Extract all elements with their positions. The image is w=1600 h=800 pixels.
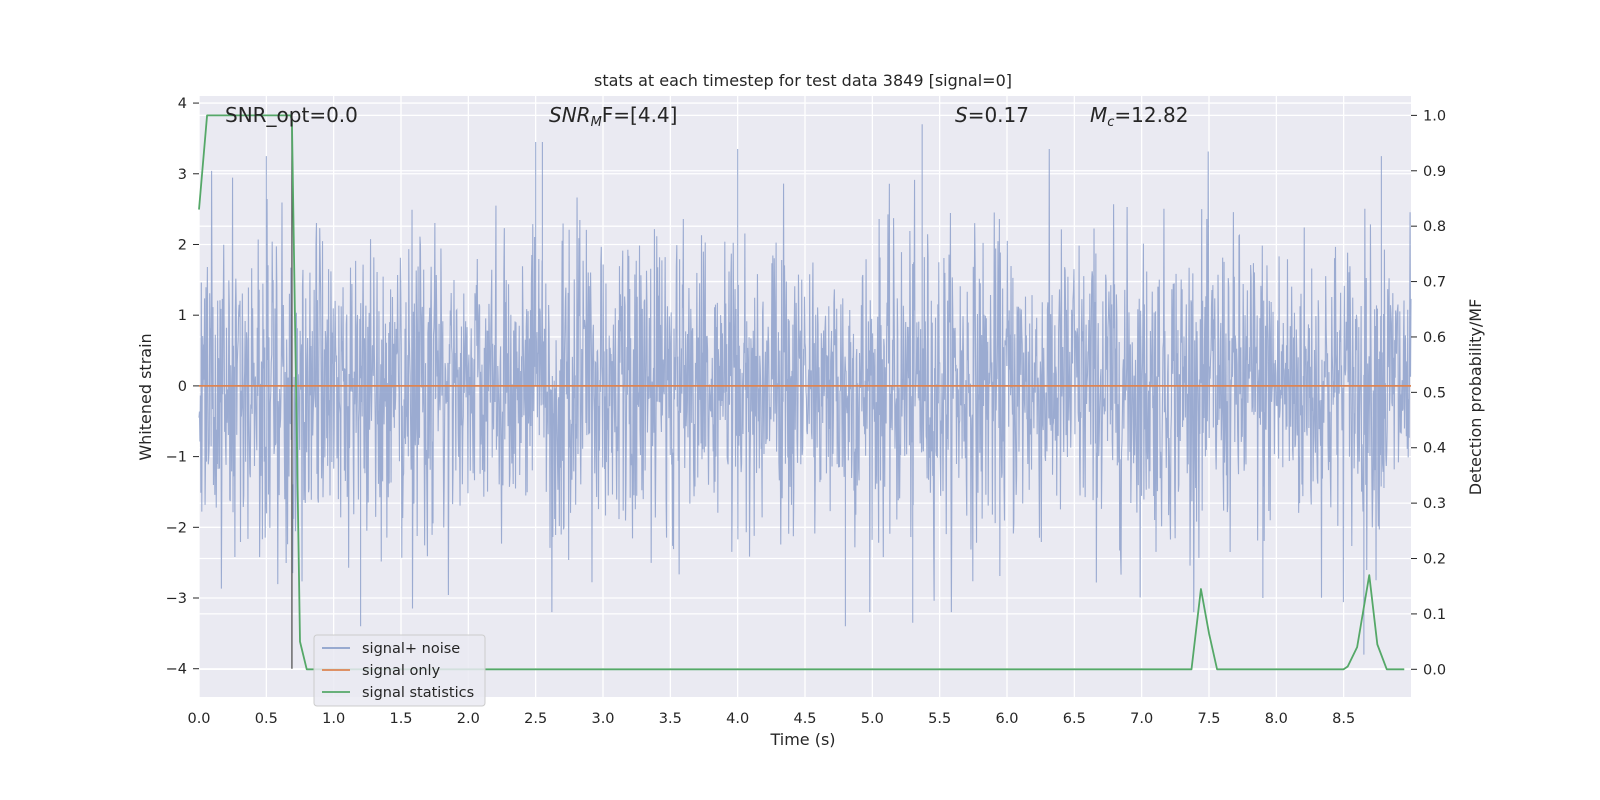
x-tick-label: 2.5 (524, 711, 547, 727)
x-tick-label: 7.5 (1197, 711, 1220, 727)
y-left-tick-label: 2 (178, 237, 187, 253)
x-tick-label: 1.0 (322, 711, 345, 727)
y-right-tick-label: 0.8 (1423, 219, 1446, 235)
x-axis-label: Time (s) (769, 730, 835, 749)
x-tick-label: 4.5 (793, 711, 816, 727)
x-tick-label: 0.5 (255, 711, 278, 727)
annotation-s: S=0.17 (955, 103, 1029, 127)
y-right-tick-label: 0.0 (1423, 662, 1446, 678)
y-left-axis-ticks: 4 3 2 1 0 −1 −2 −3 −4 (166, 96, 199, 678)
y-right-axis-label: Detection probability/MF (1466, 299, 1485, 496)
y-left-tick-label: −2 (166, 520, 187, 536)
y-left-tick-label: −3 (166, 591, 187, 607)
annotation-mc-main: M (1090, 103, 1107, 127)
x-tick-label: 8.5 (1332, 711, 1355, 727)
signal-noise-line (198, 124, 1412, 655)
y-left-axis-label: Whitened strain (136, 333, 155, 460)
y-right-tick-label: 0.4 (1423, 441, 1446, 457)
line-series (198, 114, 1411, 671)
y-left-tick-label: 3 (178, 167, 187, 183)
chart-title: stats at each timestep for test data 384… (594, 71, 1012, 90)
x-tick-label: 0.0 (187, 711, 210, 727)
x-tick-label: 5.5 (928, 711, 951, 727)
x-tick-label: 6.5 (1063, 711, 1086, 727)
legend-box (313, 634, 486, 707)
annotation-mc: Mc=12.82 (1090, 103, 1188, 130)
y-left-tick-label: 0 (178, 379, 187, 395)
x-tick-label: 2.0 (457, 711, 480, 727)
y-right-tick-label: 0.5 (1423, 385, 1446, 401)
legend: signal+ noise signal only signal statist… (313, 634, 486, 707)
annotation-snr-mf-main: SNR (549, 103, 591, 127)
legend-label-signal-only: signal only (362, 663, 441, 679)
y-right-axis-ticks: 1.0 0.9 0.8 0.7 0.6 0.5 0.4 0.3 0.2 0.1 0.0 (1411, 108, 1446, 678)
y-left-tick-label: 1 (178, 308, 187, 324)
x-tick-label: 8.0 (1265, 711, 1288, 727)
x-tick-label: 7.0 (1130, 711, 1153, 727)
y-right-tick-label: 0.9 (1423, 164, 1446, 180)
x-tick-label: 5.0 (861, 711, 884, 727)
y-right-tick-label: 0.2 (1423, 552, 1446, 568)
noise-series (198, 124, 1412, 655)
x-tick-label: 3.0 (591, 711, 614, 727)
legend-label-signal-statistics: signal statistics (362, 685, 474, 701)
annotation-snr-mf-sub: M (591, 115, 602, 130)
y-right-tick-label: 0.7 (1423, 275, 1446, 291)
legend-label-signal-noise: signal+ noise (362, 641, 460, 657)
y-right-tick-label: 0.3 (1423, 496, 1446, 512)
y-left-tick-label: −1 (166, 450, 187, 466)
annotation-mc-sub: c (1107, 115, 1114, 130)
y-right-tick-label: 1.0 (1423, 108, 1446, 124)
x-axis-ticks: 0.0 0.5 1.0 1.5 2.0 2.5 3.0 3.5 4.0 4.5 5.0 5.5 6.0 6… (187, 711, 1355, 727)
x-tick-label: 4.0 (726, 711, 749, 727)
annotation-snr-mf: SNRMF=[4.4] (549, 103, 677, 130)
y-right-tick-label: 0.1 (1423, 607, 1446, 623)
x-tick-label: 6.0 (995, 711, 1018, 727)
annotation-snr-opt: SNR_opt=0.0 (225, 103, 358, 127)
signal-statistics-line (198, 114, 1405, 671)
x-tick-label: 1.5 (389, 711, 412, 727)
y-left-tick-label: −4 (166, 662, 187, 678)
annotation-snr-mf-tail: F=[4.4] (602, 103, 678, 127)
y-left-tick-label: 4 (178, 96, 187, 112)
annotation-s-tail: =0.17 (968, 103, 1029, 127)
annotation-s-main: S (955, 103, 968, 127)
annotation-mc-tail: =12.82 (1114, 103, 1188, 127)
y-right-tick-label: 0.6 (1423, 330, 1446, 346)
x-tick-label: 3.5 (659, 711, 682, 727)
